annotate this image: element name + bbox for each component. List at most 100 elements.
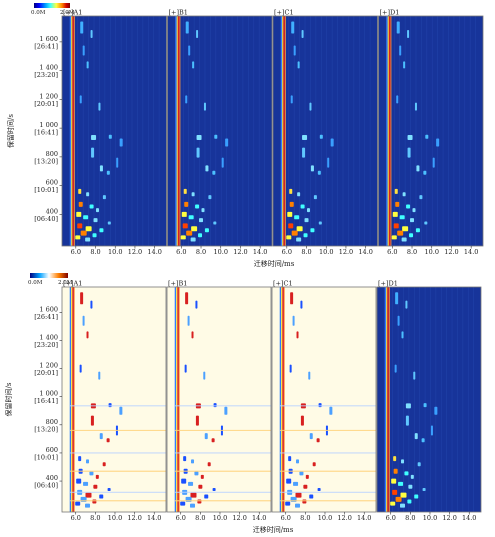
data-spot (76, 211, 82, 217)
rip-band-yellow (176, 287, 178, 512)
rip-band-orange (73, 287, 75, 512)
data-spot (207, 462, 211, 467)
data-spot (83, 215, 89, 220)
data-spot (194, 471, 199, 476)
data-spot (213, 403, 217, 408)
data-spot (401, 331, 404, 339)
y-axis-label: 保留时间/s (6, 114, 15, 148)
data-spot (80, 21, 84, 34)
data-spot (184, 201, 189, 207)
panel-bg-b1 (167, 16, 272, 246)
y-tick-sublabel: [23:20] (34, 341, 58, 349)
rip-band-yellow (282, 16, 284, 246)
x-tick-label: 6.0 (282, 248, 292, 256)
data-spot (399, 215, 405, 220)
data-spot (402, 192, 406, 197)
data-spot (119, 406, 123, 415)
x-tick-label: 6.0 (71, 514, 81, 522)
data-spot (397, 230, 404, 236)
rip-band-blue (69, 287, 72, 512)
panel-bg-c1 (273, 16, 378, 246)
data-spot (414, 102, 417, 111)
data-spot (299, 471, 304, 476)
data-spot (83, 481, 89, 486)
y-tick-label: 1 200 (39, 92, 58, 100)
data-spot (329, 406, 333, 415)
data-spot (185, 292, 189, 305)
data-spot (212, 488, 216, 491)
data-spot (106, 438, 110, 443)
x-axis-label: 迁移时间/ms (254, 259, 295, 268)
data-spot (405, 300, 408, 309)
data-spot (205, 165, 209, 172)
data-spot (407, 499, 412, 504)
data-spot (204, 228, 209, 233)
colorbar-2 (30, 273, 68, 278)
y-tick-label: 400 (46, 207, 58, 215)
data-spot (292, 315, 295, 326)
x-tick-label: 8.0 (196, 248, 206, 256)
data-spot (95, 474, 99, 479)
data-spot (309, 433, 313, 440)
panel-bg-a1 (62, 16, 167, 246)
y-tick-label: 1 600 (39, 35, 58, 43)
rip-band-blue (69, 16, 72, 246)
data-spot (316, 438, 320, 443)
data-spot (75, 501, 81, 506)
x-tick-label: 12.0 (444, 248, 458, 256)
data-spot (78, 456, 82, 462)
panel-label: [+]C1 (274, 9, 294, 17)
panel-label: [+]D1 (378, 280, 398, 288)
data-spot (414, 433, 418, 440)
x-tick-label: 8.0 (300, 514, 310, 522)
y-tick-sublabel: [26:41] (34, 42, 58, 50)
data-spot (224, 406, 228, 415)
data-spot (82, 45, 85, 56)
data-spot (289, 201, 294, 207)
y-tick-sublabel: [10:01] (34, 186, 58, 194)
rip-band-orange (388, 287, 390, 512)
data-spot (310, 165, 314, 172)
chart-top: [+]A1 6.0 8.0 10.0 12.0 14.0 [+]B1 6.0 8.0 10.0 12… (6, 9, 484, 268)
data-spot (195, 300, 198, 309)
data-spot (432, 157, 435, 168)
data-spot (98, 102, 101, 111)
x-tick-label: 12.0 (128, 248, 142, 256)
panel-frame (61, 15, 167, 247)
data-spot (80, 230, 87, 236)
data-spot (400, 492, 407, 498)
rip-band-blue (386, 16, 388, 246)
data-spot (302, 499, 307, 504)
x-tick-label: 12.0 (232, 514, 246, 522)
data-spot (214, 134, 218, 139)
data-spot (407, 29, 410, 38)
data-spot (190, 237, 196, 242)
y-axis-label: 保留时间/s (4, 382, 13, 416)
colorbar-1-min-label: 0.0M (31, 10, 46, 16)
data-spot (90, 29, 93, 38)
data-spot (195, 415, 199, 426)
data-spot (300, 415, 304, 426)
x-tick-label: 6.0 (387, 248, 397, 256)
data-spot (436, 138, 440, 147)
data-spot (423, 170, 427, 175)
data-spot (102, 462, 106, 467)
data-spot (327, 157, 330, 168)
data-spot (405, 403, 411, 409)
rip-band-yellow (281, 287, 283, 512)
data-spot (86, 459, 90, 464)
data-spot (106, 170, 110, 175)
data-spot (93, 218, 98, 223)
data-spot (309, 102, 312, 111)
x-tick-label: 14.0 (147, 514, 161, 522)
data-spot (304, 218, 309, 223)
data-spot (296, 237, 302, 242)
y-tick-sublabel: [06:40] (34, 215, 58, 223)
data-spot (92, 233, 97, 238)
data-spot (296, 331, 299, 339)
data-spot (77, 223, 83, 229)
data-spot (107, 221, 111, 225)
data-spot (107, 488, 111, 491)
data-spot (395, 292, 399, 305)
data-spot (79, 95, 82, 104)
